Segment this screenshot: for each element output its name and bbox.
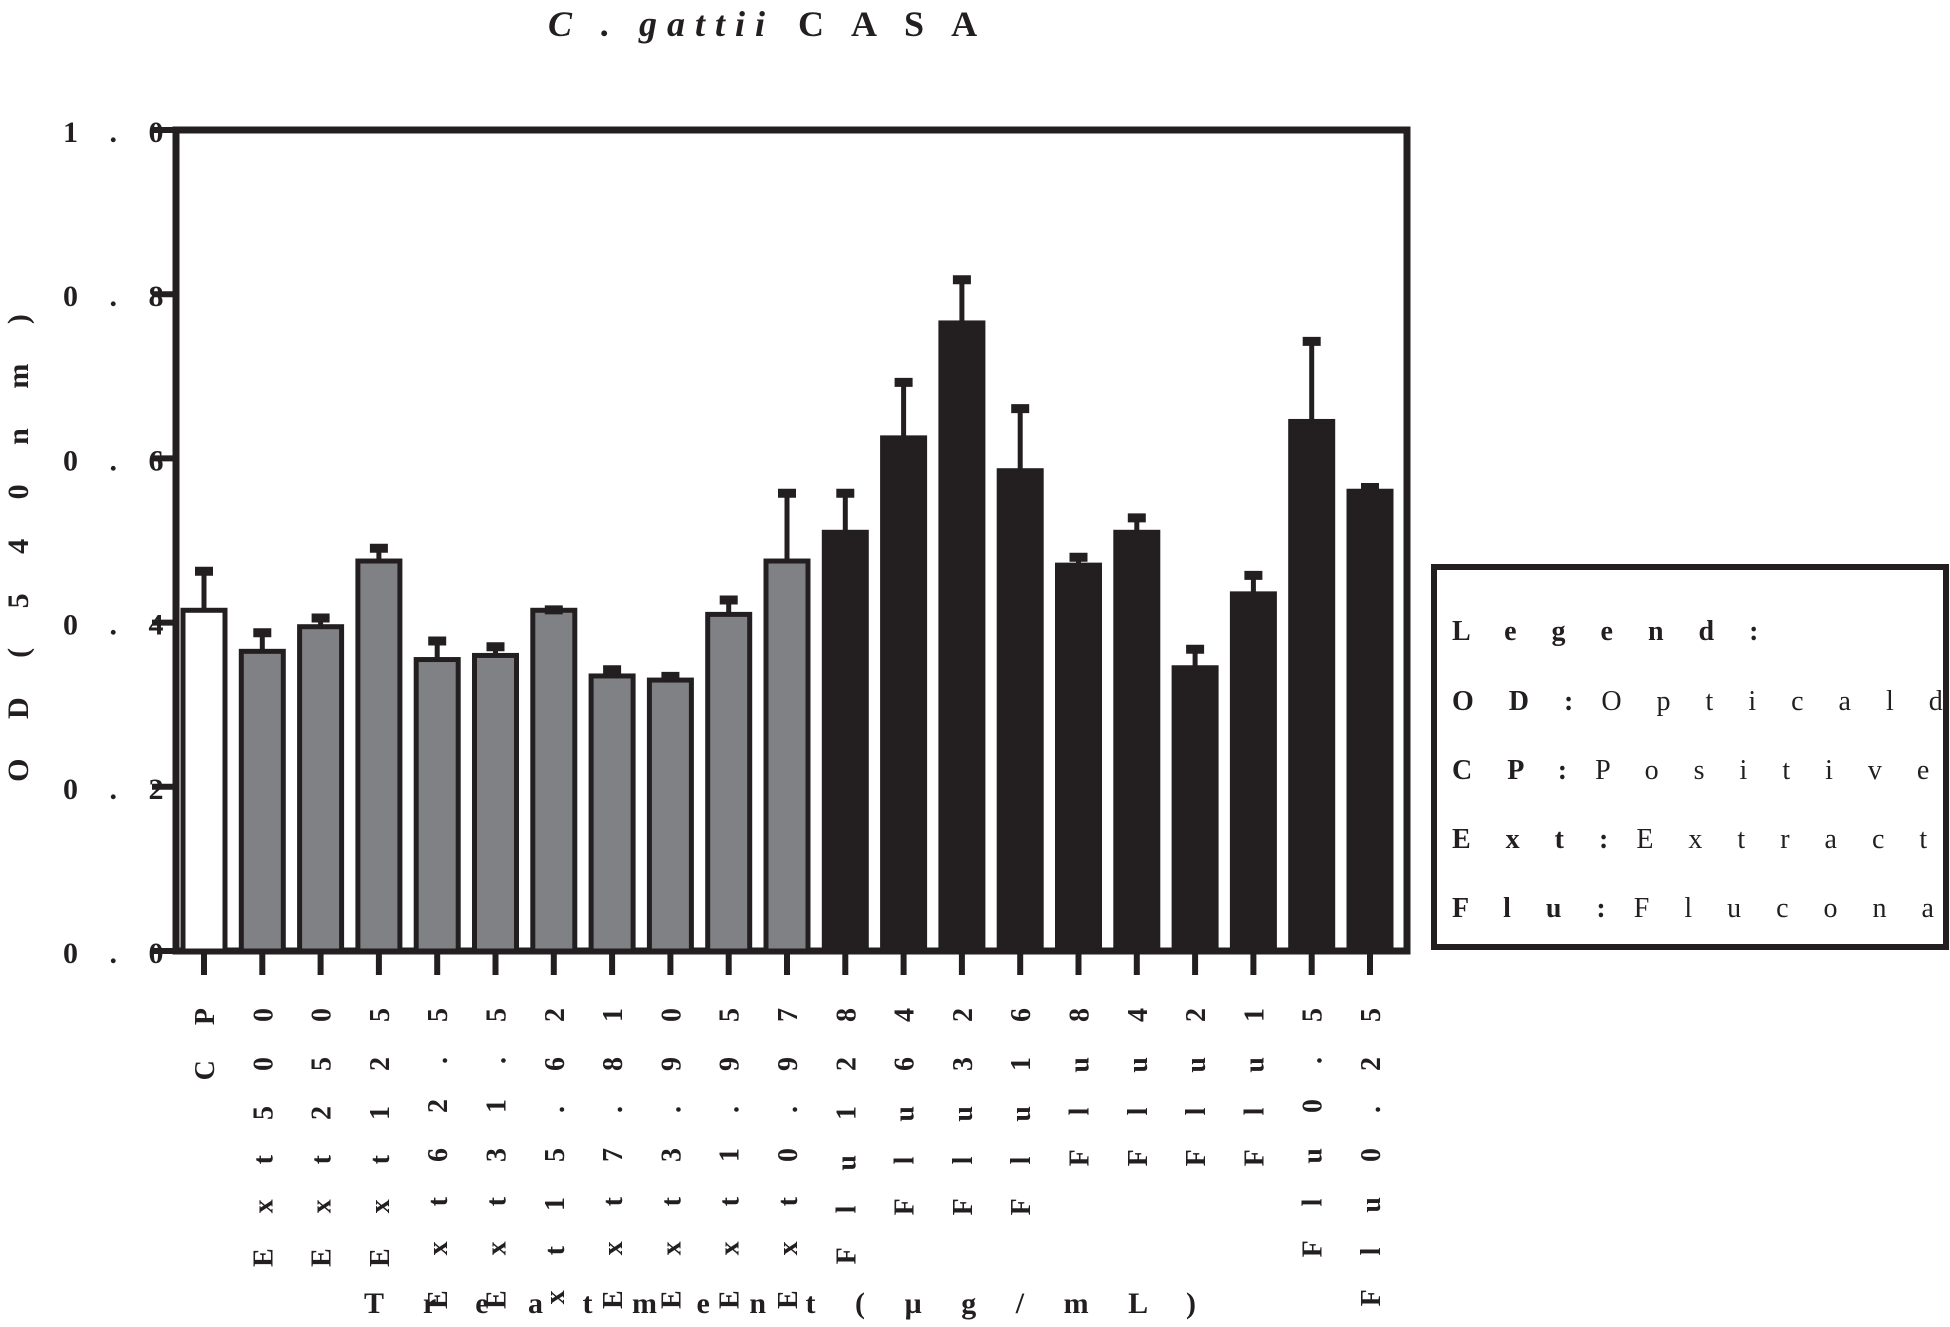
x-tick-label: E x t 5 0 0	[248, 994, 279, 1267]
bar	[1055, 562, 1102, 954]
bar	[413, 657, 461, 954]
x-axis-ticks: C P E x t 5 0 0 E x t 2 5 0 E x t 1 2 5 E x …	[190, 951, 1387, 1327]
bar	[238, 648, 286, 954]
x-tick-label: C P	[190, 994, 221, 1080]
legend-key-ext: E x t :	[1452, 824, 1622, 855]
bar	[821, 529, 869, 954]
legend-text-ext: E x t r a c t	[1636, 824, 1941, 855]
x-tick-label: F l u 4	[1123, 994, 1154, 1166]
y-tick-label: 0 . 8	[63, 280, 176, 313]
x-tick-label: F l u 1	[1239, 994, 1270, 1166]
x-axis-title: T r e a t m e n t ( µ g / m L )	[364, 1287, 1212, 1320]
legend-text-od: O p t i c a l d e n s i t y	[1601, 686, 1950, 717]
legend-key-od: O D :	[1452, 686, 1587, 717]
y-tick-label: 0 . 6	[63, 444, 176, 477]
y-axis-ticks: 0 . 0 0 . 2 0 . 4 0 . 6 0 . 8 1 . 0	[63, 116, 176, 970]
bars-group	[180, 275, 1394, 954]
bar	[355, 558, 403, 954]
y-tick-label: 0 . 4	[63, 609, 176, 642]
x-tick-label: F l u 2	[1181, 994, 1212, 1166]
legend-entry-od: O D : O p t i c a l d e n s i t y	[1452, 686, 1950, 717]
bar	[996, 468, 1044, 954]
bar	[880, 435, 928, 954]
bar	[1171, 665, 1219, 954]
x-tick-label: E x t 7 . 8 1	[598, 994, 629, 1309]
legend-text-flu: F l u c o n a z o l e	[1634, 893, 1950, 924]
legend-title: L e g e n d :	[1452, 616, 1772, 647]
legend-entry-cp: C P : P o s i t i v e C o n t r o l	[1452, 755, 1950, 786]
x-tick-label: E x t 6 2 . 5	[423, 994, 454, 1309]
x-tick-label: E x t 3 1 . 5	[482, 994, 513, 1309]
x-tick-label: E x t 3 . 9 0	[656, 994, 687, 1309]
bar	[938, 320, 986, 954]
x-tick-label: F l u 1 6	[1006, 994, 1037, 1215]
chart-title-rest: C A S A	[798, 4, 987, 44]
bar	[297, 624, 345, 954]
legend-key-cp: C P :	[1452, 755, 1581, 786]
legend-entry-ext: E x t : E x t r a c t	[1452, 824, 1941, 855]
bar	[1288, 418, 1336, 954]
y-tick-label: 0 . 2	[63, 773, 176, 806]
x-tick-label: E x t 1 . 9 5	[715, 994, 746, 1309]
x-tick-label: F l u 0 . 2 5	[1356, 994, 1387, 1306]
x-tick-label: E x t 0 . 9 7	[773, 994, 804, 1309]
legend-key-flu: F l u :	[1452, 893, 1620, 924]
bar	[588, 673, 636, 954]
legend-frame	[1431, 564, 1949, 950]
bar	[1346, 488, 1394, 954]
chart-title-italic: C . gattii	[548, 4, 775, 44]
y-axis-title: O D ( 5 4 0 n m )	[2, 298, 35, 782]
x-tick-label: F l u 0 . 5	[1298, 994, 1329, 1257]
x-tick-label: F l u 3 2	[948, 994, 979, 1215]
chart-title: C . gattii C A S A	[548, 4, 987, 44]
x-tick-label: F l u 8	[1065, 994, 1096, 1166]
bar	[1113, 529, 1161, 954]
bar	[646, 677, 694, 954]
x-tick-label: E x t 1 2 5	[365, 994, 396, 1267]
bar	[763, 558, 811, 954]
bar	[530, 607, 578, 954]
x-tick-label: E x t 2 5 0	[307, 994, 338, 1267]
legend: L e g e n d : O D : O p t i c a l d e n …	[1431, 564, 1950, 950]
y-tick-label: 0 . 0	[63, 937, 176, 970]
bar	[705, 611, 753, 954]
legend-entry-flu: F l u : F l u c o n a z o l e	[1452, 893, 1950, 924]
bar	[180, 607, 228, 954]
legend-text-cp: P o s i t i v e C o n t r o l	[1595, 755, 1950, 786]
x-tick-label: F l u 6 4	[890, 994, 921, 1215]
x-tick-label: F l u 1 2 8	[831, 994, 862, 1264]
x-tick-label: E x t 1 5 . 6 2	[540, 994, 571, 1322]
bar	[1229, 591, 1277, 954]
bar	[472, 652, 519, 954]
y-tick-label: 1 . 0	[63, 116, 176, 149]
